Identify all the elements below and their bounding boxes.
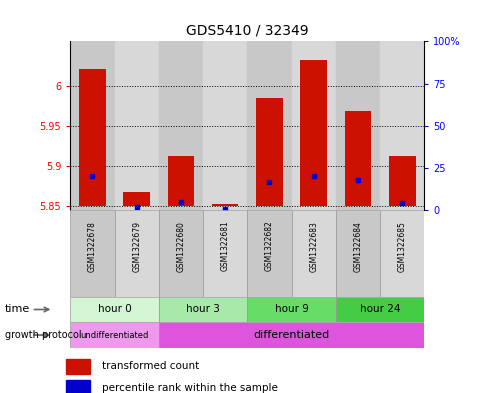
Bar [379, 41, 424, 210]
Text: hour 24: hour 24 [359, 305, 400, 314]
Bar [203, 210, 247, 297]
Bar [291, 210, 335, 297]
Text: transformed count: transformed count [102, 362, 199, 371]
Bar [158, 41, 203, 210]
Title: GDS5410 / 32349: GDS5410 / 32349 [186, 23, 308, 37]
Text: GSM1322678: GSM1322678 [88, 220, 97, 272]
Bar [300, 60, 326, 206]
Bar [158, 322, 424, 348]
Bar [291, 41, 335, 210]
Bar [70, 210, 114, 297]
Bar [79, 70, 106, 206]
Bar [70, 297, 158, 322]
Text: GSM1322680: GSM1322680 [176, 220, 185, 272]
Bar [158, 210, 203, 297]
Text: GSM1322685: GSM1322685 [397, 220, 406, 272]
Bar [379, 210, 424, 297]
Bar [335, 210, 379, 297]
Bar [247, 297, 335, 322]
Bar [66, 359, 90, 374]
Bar [167, 156, 194, 206]
Bar [335, 41, 379, 210]
Text: growth protocol: growth protocol [5, 330, 81, 340]
Bar [70, 322, 158, 348]
Bar [114, 210, 158, 297]
Bar [203, 41, 247, 210]
Bar [158, 297, 247, 322]
Text: undifferentiated: undifferentiated [80, 331, 149, 340]
Bar [247, 210, 291, 297]
Bar [247, 41, 291, 210]
Bar [256, 97, 282, 206]
Text: GSM1322679: GSM1322679 [132, 220, 141, 272]
Bar [335, 297, 424, 322]
Bar [114, 41, 158, 210]
Bar [70, 41, 114, 210]
Text: GSM1322684: GSM1322684 [353, 220, 362, 272]
Bar [212, 204, 238, 206]
Text: hour 3: hour 3 [186, 305, 220, 314]
Text: time: time [5, 305, 30, 314]
Bar [344, 111, 370, 206]
Text: differentiated: differentiated [253, 330, 329, 340]
Text: hour 9: hour 9 [274, 305, 308, 314]
Bar [123, 192, 150, 206]
Bar [66, 380, 90, 393]
Text: percentile rank within the sample: percentile rank within the sample [102, 383, 277, 393]
Text: GSM1322683: GSM1322683 [309, 220, 318, 272]
Bar [388, 156, 415, 206]
Text: GSM1322681: GSM1322681 [220, 220, 229, 272]
Text: GSM1322682: GSM1322682 [264, 220, 273, 272]
Text: hour 0: hour 0 [97, 305, 131, 314]
